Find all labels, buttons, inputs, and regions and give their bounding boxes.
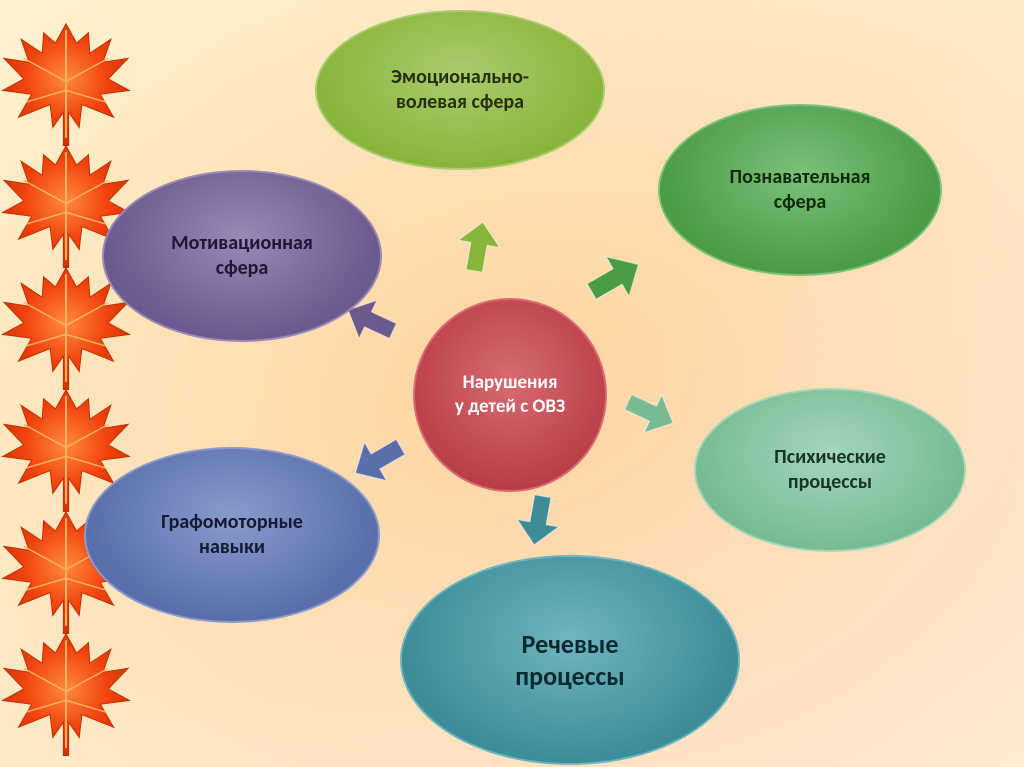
node-label: Эмоционально- волевая сфера xyxy=(391,65,529,115)
center-node: Нарушения у детей с ОВЗ xyxy=(413,298,607,492)
maple-leaf-icon xyxy=(0,20,132,153)
arrow-speech xyxy=(506,488,570,552)
center-node-line1: Нарушения xyxy=(455,371,565,395)
diagram-canvas: Эмоционально- волевая сфера Познавательна… xyxy=(0,0,1024,767)
maple-leaf-icon xyxy=(0,630,132,763)
node-label: Мотивационная сфера xyxy=(171,231,313,281)
node-emotional: Эмоционально- волевая сфера xyxy=(315,10,605,170)
node-label: Психические процессы xyxy=(774,445,886,495)
center-node-line2: у детей с ОВЗ xyxy=(455,395,565,419)
node-label: Познавательная сфера xyxy=(730,165,871,215)
node-label: Речевые процессы xyxy=(515,628,624,693)
node-cognitive: Познавательная сфера xyxy=(658,104,942,276)
node-label: Графомоторные навыки xyxy=(161,510,303,560)
arrow-emotional xyxy=(446,214,510,278)
node-speech: Речевые процессы xyxy=(400,555,740,765)
node-motivation: Мотивационная сфера xyxy=(102,170,382,342)
node-psychic: Психические процессы xyxy=(694,388,966,552)
node-grapho: Графомоторные навыки xyxy=(84,447,380,623)
